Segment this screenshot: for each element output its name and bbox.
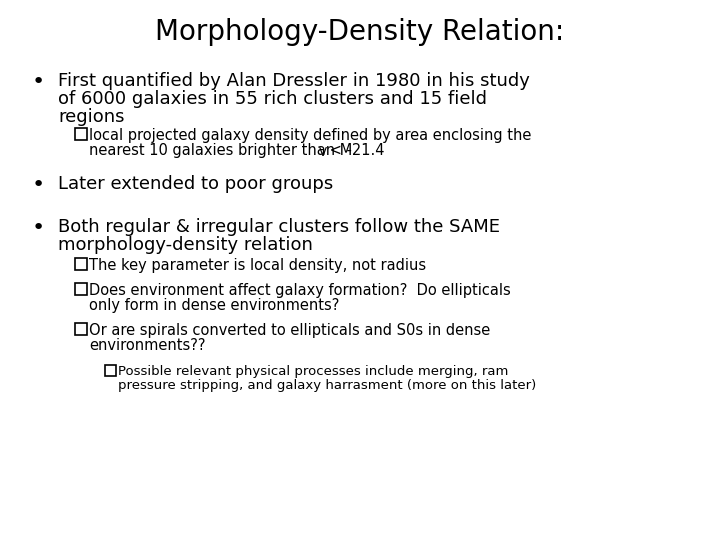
Text: •: • [32,218,45,238]
Text: Or are spirals converted to ellipticals and S0s in dense: Or are spirals converted to ellipticals … [89,323,490,338]
Text: < -21.4: < -21.4 [325,143,384,158]
Text: local projected galaxy density defined by area enclosing the: local projected galaxy density defined b… [89,128,531,143]
Text: •: • [32,72,45,92]
Text: The key parameter is local density, not radius: The key parameter is local density, not … [89,258,426,273]
Text: Later extended to poor groups: Later extended to poor groups [58,175,333,193]
Text: Possible relevant physical processes include merging, ram: Possible relevant physical processes inc… [118,365,508,378]
Bar [75,283,87,295]
Text: of 6000 galaxies in 55 rich clusters and 15 field: of 6000 galaxies in 55 rich clusters and… [58,90,487,108]
Text: pressure stripping, and galaxy harrasment (more on this later): pressure stripping, and galaxy harrasmen… [118,379,536,392]
Bar [75,128,87,140]
Text: only form in dense environments?: only form in dense environments? [89,298,339,313]
Text: Morphology-Density Relation:: Morphology-Density Relation: [156,18,564,46]
Text: V: V [319,146,327,159]
Text: First quantified by Alan Dressler in 1980 in his study: First quantified by Alan Dressler in 198… [58,72,530,90]
Text: Both regular & irregular clusters follow the SAME: Both regular & irregular clusters follow… [58,218,500,236]
Text: •: • [32,175,45,195]
Bar [75,323,87,335]
Text: Does environment affect galaxy formation?  Do ellipticals: Does environment affect galaxy formation… [89,283,510,298]
Text: morphology-density relation: morphology-density relation [58,236,313,254]
Bar [75,258,87,270]
Text: nearest 10 galaxies brighter than M: nearest 10 galaxies brighter than M [89,143,352,158]
Text: regions: regions [58,108,125,126]
Text: environments??: environments?? [89,338,205,353]
Bar [105,365,116,376]
